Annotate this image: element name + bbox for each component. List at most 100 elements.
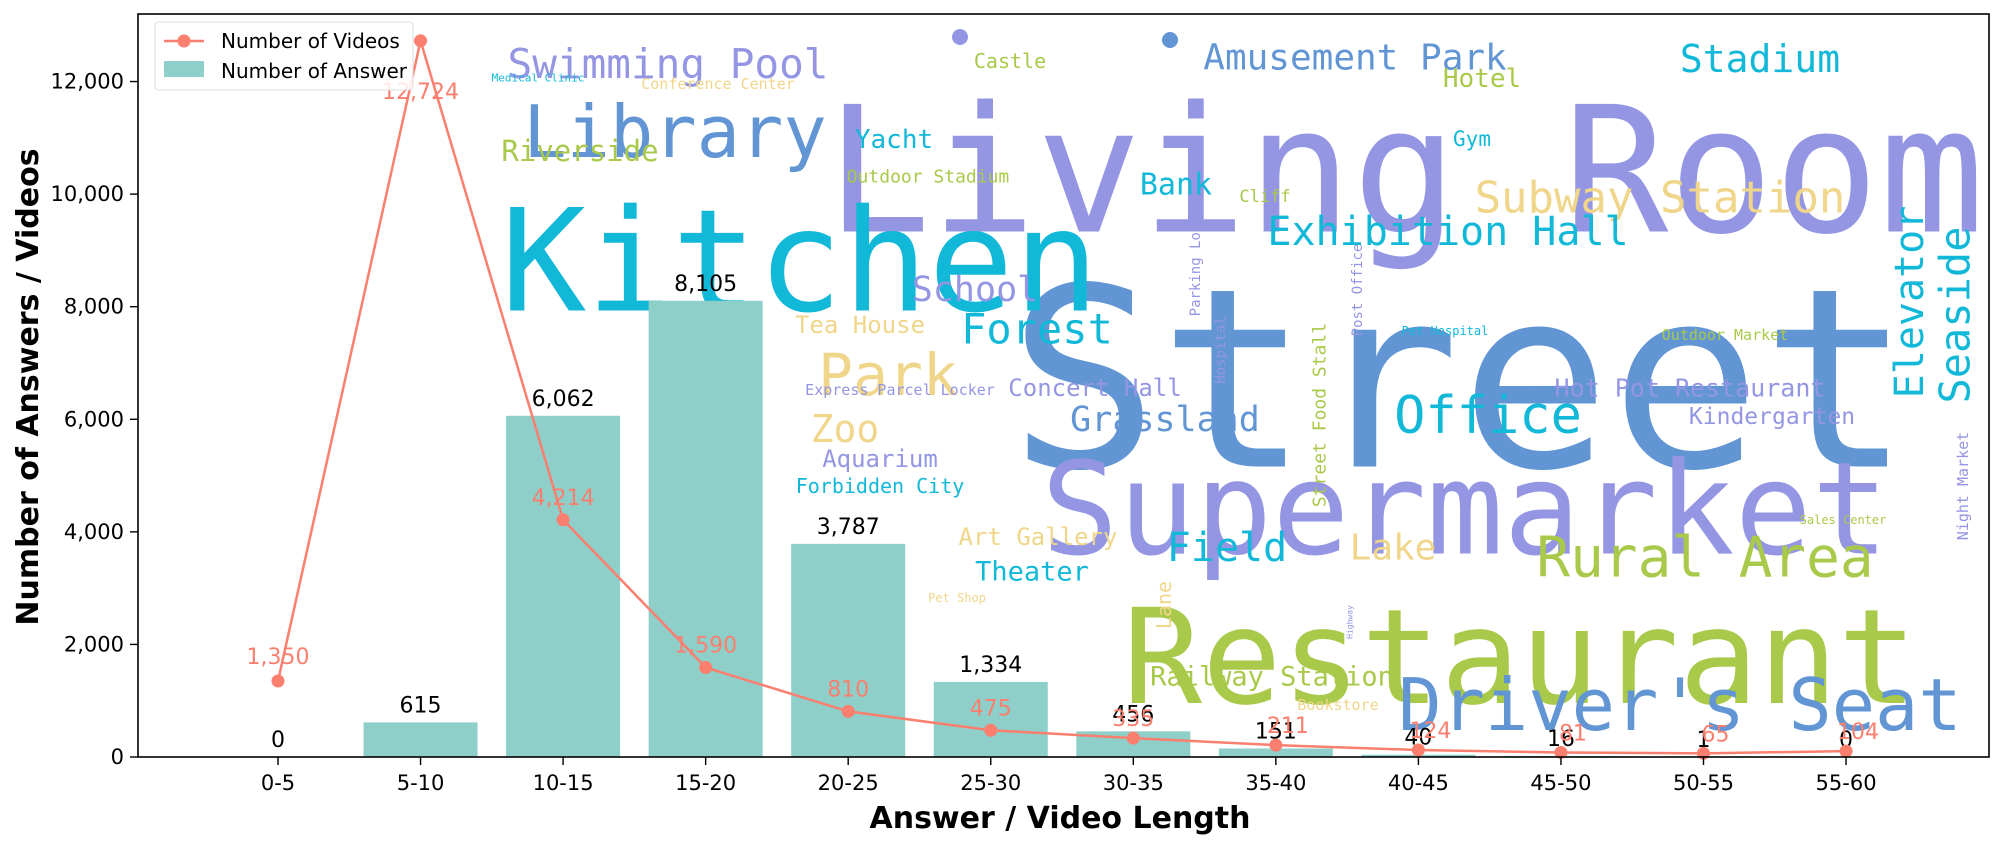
line-point [271,674,285,688]
word-cloud-word: Kitchen [501,180,1099,345]
x-tick-label: 20-25 [818,771,879,795]
word-cloud-word: Post Office [1350,244,1366,337]
word-cloud-word: Stadium [1680,37,1840,81]
word-cloud-word: Rural Area [1536,526,1873,591]
word-cloud-word: Outdoor Stadium [847,167,1010,188]
x-tick-label: 0-5 [261,771,295,795]
line-value-label: 810 [827,677,869,702]
line-value-label: 211 [1267,714,1309,739]
word-cloud-word: Elevator [1887,206,1933,399]
word-cloud-word: Swimming Pool [508,40,829,88]
line-value-label: 65 [1702,722,1730,747]
bar-value-label: 1,334 [959,653,1022,678]
y-tick-label: 0 [111,745,124,769]
word-cloud-word: Parking Lot [1188,224,1204,317]
line-point [1839,744,1853,758]
x-axis-title: Answer / Video Length [870,801,1251,836]
word-cloud-word: Zoo [811,407,880,451]
word-cloud-word: Conference Center [641,75,795,93]
line-value-label: 124 [1409,719,1451,744]
word-cloud-word: Field [1167,525,1287,571]
x-tick-label: 30-35 [1103,771,1164,795]
word-cloud-word: Pet Shop [928,591,986,605]
word-cloud-word: Railway Station [1150,662,1394,693]
word-cloud-word: Concert Hall [1008,374,1181,402]
word-cloud-word: Art Gallery [959,523,1118,551]
line-point [984,723,998,737]
bar-value-label: 615 [400,693,442,718]
word-cloud-word: Lake [1350,528,1437,569]
y-tick-label: 2,000 [64,632,124,656]
word-cloud-word: Night Market [1954,432,1972,540]
line-value-label: 104 [1837,720,1879,745]
word-cloud-word: School [912,270,1038,310]
legend-marker [177,34,191,48]
bar [506,415,621,757]
line-point [1269,738,1283,752]
word-cloud-word: Office [1394,386,1582,446]
word-cloud-word: Park [818,341,958,409]
word-cloud-word: Living Room [826,71,1985,274]
word-cloud-word: Street Food Stall [1310,323,1331,507]
line-value-label: 335 [1112,707,1154,732]
x-tick-label: 25-30 [960,771,1021,795]
word-cloud-word: Sales Center [1800,513,1887,527]
bar [791,543,906,757]
y-tick-label: 10,000 [51,182,124,206]
legend-label-answer: Number of Answer [221,59,408,83]
x-tick-label: 55-60 [1816,771,1877,795]
word-cloud-word: Yacht [855,125,933,155]
plot-frame [137,13,1990,758]
word-cloud-word: Subway Station [1475,173,1846,224]
word-cloud-word: Hot Pot Restaurant [1555,374,1826,403]
legend-box [154,21,414,91]
word-cloud-word: Express Parcel Locker [805,381,995,399]
line-value-label: 475 [970,696,1012,721]
word-cloud-word: Pet Hospital [1402,324,1489,338]
x-tick-label: 5-10 [397,771,445,795]
bar [933,681,1048,757]
y-tick-label: 8,000 [64,295,124,319]
bar-value-label: 6,062 [532,387,595,412]
word-cloud-word: Outdoor Market [1662,326,1788,344]
word-cloud-word: Forbidden City [796,474,965,498]
y-axis-title: Number of Answers / Videos [11,148,46,625]
axes: 0 2,000 4,000 6,000 8,000 10,000 12,000 0-5 5-10… [51,13,1990,795]
bar-value-label: 1 [1697,728,1711,753]
line-point [1411,743,1425,757]
bar [1218,748,1333,757]
x-tick-label: 35-40 [1245,771,1306,795]
line-point [1554,745,1568,759]
line-point [699,661,713,675]
bar-value-label: 3,787 [817,515,880,540]
word-cloud-word: Lane [1152,581,1176,629]
legend-label-videos: Number of Videos [221,29,400,53]
word-cloud-word: Aquarium [822,445,938,473]
word-cloud-word: Bank [1140,168,1212,203]
x-tick-label: 15-20 [675,771,736,795]
word-cloud-word: Forest [961,305,1113,354]
bar-value-label: 0 [271,728,285,753]
word-cloud-dot [952,29,968,45]
y-tick-label: 4,000 [64,520,124,544]
bar [363,722,478,757]
line-point [556,513,570,527]
y-tick-label: 12,000 [51,70,124,94]
word-cloud-word: Theater [975,557,1089,588]
word-cloud-word: Castle [974,49,1046,73]
word-cloud-word: Medical Clinic [492,72,585,85]
series-line [276,35,1847,755]
bar [648,300,763,757]
word-cloud-word: Hospital [1213,316,1229,383]
legend: Number of Videos Number of Answer [154,21,414,91]
x-tick-label: 45-50 [1530,771,1591,795]
line-point [841,704,855,718]
word-cloud-word: Street [1008,235,1911,526]
bar-value-label: 456 [1112,702,1154,727]
word-cloud-word: Hotel [1443,64,1521,94]
word-cloud-word: Grassland [1070,400,1260,440]
word-cloud-word: Library [523,90,826,174]
